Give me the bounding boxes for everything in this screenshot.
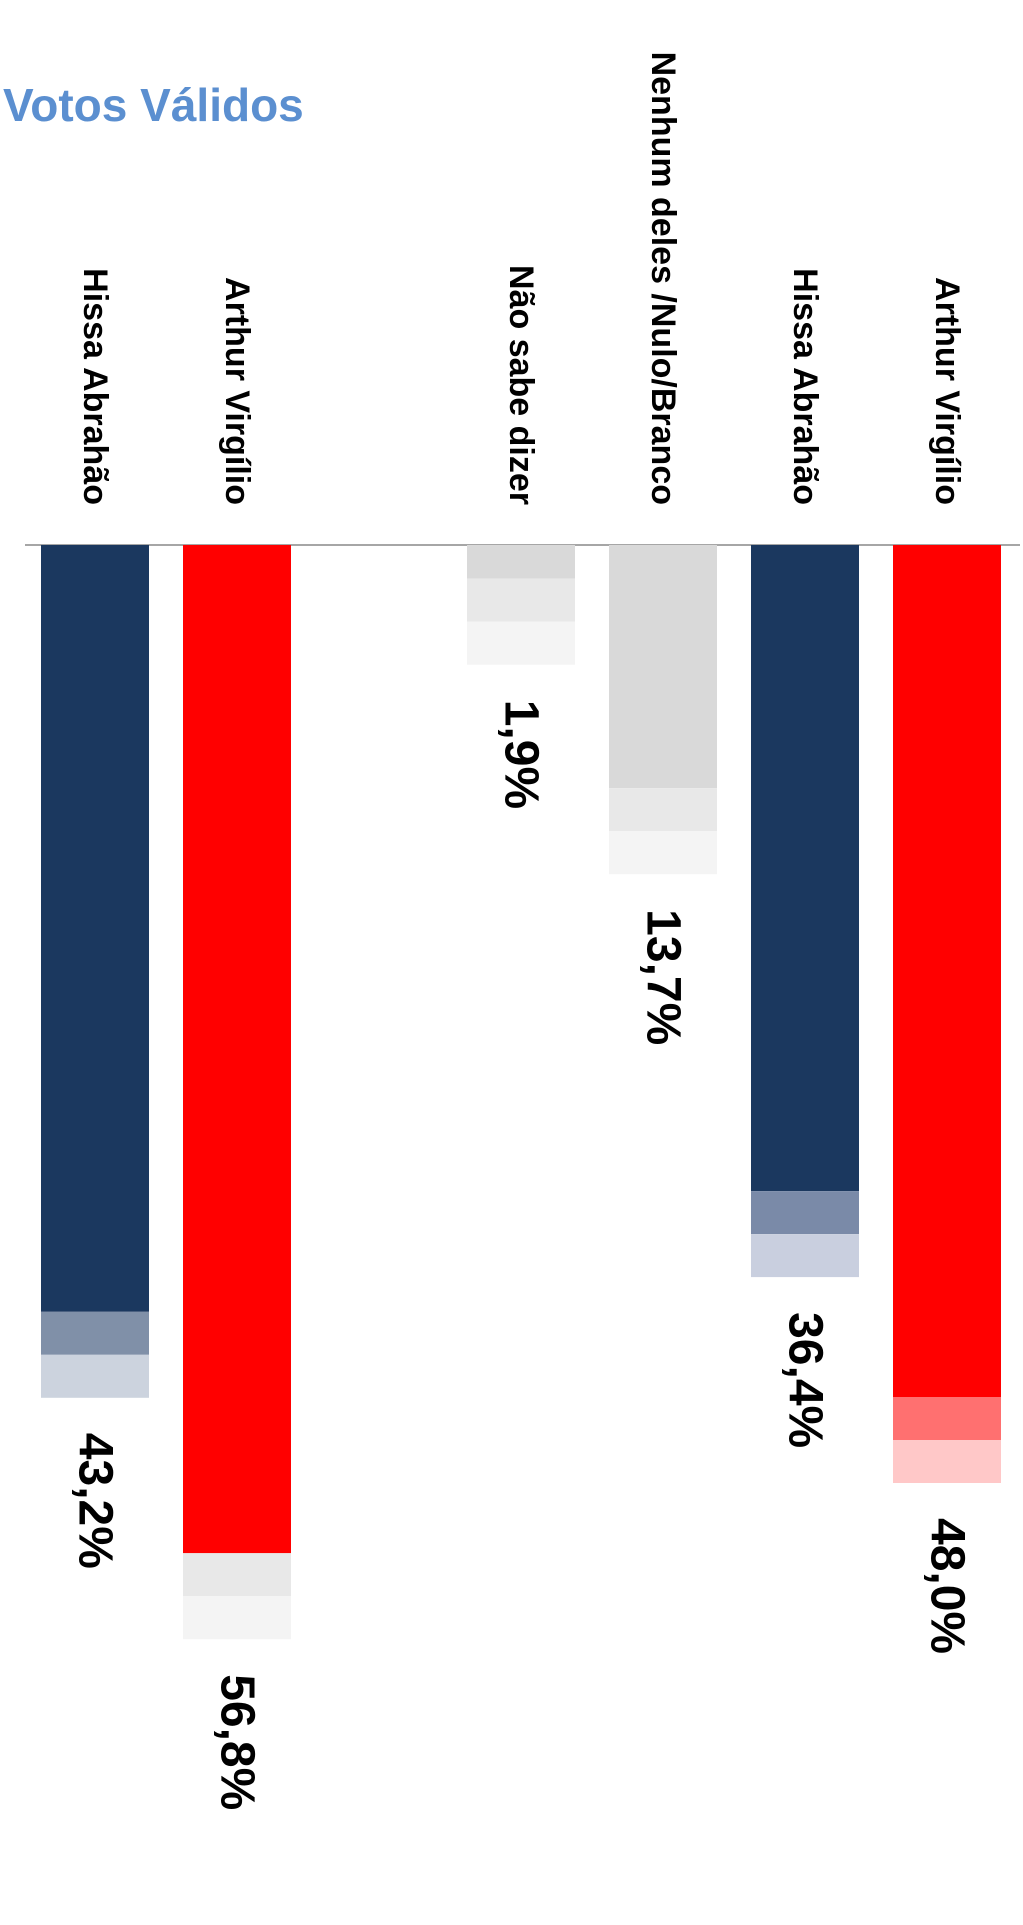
bar-band-nenhum-deles-nulo-branco-g1-2 — [609, 831, 717, 875]
labels-layer: Arthur Virgílio 48,0% Hissa Abrahão 36,4% Ne… — [69, 52, 974, 1811]
value-label-arthur-virgilio-g2: 56,8% — [211, 1674, 264, 1810]
section-title-votos-validos: Votos Válidos — [3, 79, 304, 131]
bar-arthur-virgilio-g1 — [893, 545, 1001, 1397]
bar-nenhum-deles-nulo-branco-g1 — [609, 545, 717, 789]
bar-hissa-abrahao-g2 — [41, 545, 149, 1312]
bar-band-nao-sabe-dizer-g1-2 — [467, 621, 575, 665]
bar-band-arthur-virgilio-g2-2 — [183, 1596, 291, 1640]
bar-band-hissa-abrahao-g1-1 — [751, 1191, 859, 1235]
value-label-arthur-virgilio-g1: 48,0% — [921, 1518, 974, 1654]
bar-band-arthur-virgilio-g2-1 — [183, 1553, 291, 1597]
bar-band-arthur-virgilio-g1-2 — [893, 1440, 1001, 1483]
bar-hissa-abrahao-g1 — [751, 545, 859, 1192]
category-label-hissa-abrahao-g2: Hissa Abrahão — [76, 268, 114, 505]
category-label-arthur-virgilio-g2: Arthur Virgílio — [218, 277, 256, 505]
category-label-nenhum-deles-nulo-branco-g1: Nenhum deles /Nulo/Branco — [644, 52, 682, 505]
value-label-hissa-abrahao-g2: 43,2% — [69, 1433, 122, 1569]
bar-band-hissa-abrahao-g2-1 — [41, 1311, 149, 1355]
bar-arthur-virgilio-g2 — [183, 545, 291, 1554]
bar-band-hissa-abrahao-g1-2 — [751, 1234, 859, 1278]
bar-band-arthur-virgilio-g1-1 — [893, 1397, 1001, 1440]
bar-nao-sabe-dizer-g1 — [467, 545, 575, 579]
value-label-nenhum-deles-nulo-branco-g1: 13,7% — [637, 909, 690, 1045]
category-label-hissa-abrahao-g1: Hissa Abrahão — [786, 268, 824, 505]
category-label-arthur-virgilio-g1: Arthur Virgílio — [928, 277, 966, 505]
bars-layer — [41, 545, 1001, 1640]
bar-band-nao-sabe-dizer-g1-1 — [467, 578, 575, 622]
bar-band-nenhum-deles-nulo-branco-g1-1 — [609, 788, 717, 832]
value-label-nao-sabe-dizer-g1: 1,9% — [495, 700, 548, 809]
category-label-nao-sabe-dizer-g1: Não sabe dizer — [502, 265, 540, 505]
bar-band-hissa-abrahao-g2-2 — [41, 1354, 149, 1398]
value-label-hissa-abrahao-g1: 36,4% — [779, 1312, 832, 1448]
